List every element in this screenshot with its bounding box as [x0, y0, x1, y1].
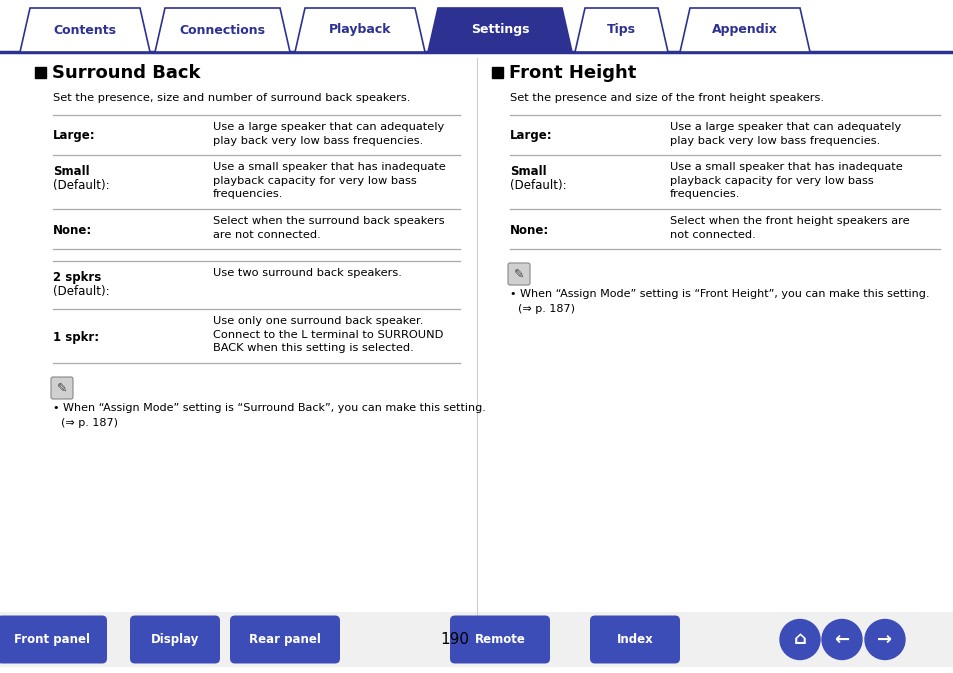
Text: (Default):: (Default):	[510, 179, 566, 192]
Text: ⌂: ⌂	[793, 631, 805, 649]
FancyBboxPatch shape	[51, 377, 73, 399]
Text: Small: Small	[53, 165, 90, 178]
Polygon shape	[154, 8, 290, 52]
Polygon shape	[20, 8, 150, 52]
Bar	[35, 67, 46, 78]
Text: Display: Display	[151, 633, 199, 646]
Text: Front Height: Front Height	[509, 63, 636, 81]
Text: Rear panel: Rear panel	[249, 633, 320, 646]
FancyBboxPatch shape	[130, 616, 220, 664]
Text: Use a large speaker that can adequately
play back very low bass frequencies.: Use a large speaker that can adequately …	[213, 122, 444, 145]
Text: Large:: Large:	[510, 129, 552, 143]
Polygon shape	[294, 8, 424, 52]
FancyBboxPatch shape	[230, 616, 339, 664]
Text: Playback: Playback	[329, 24, 391, 36]
Text: Front panel: Front panel	[14, 633, 90, 646]
Text: 2 spkrs: 2 spkrs	[53, 271, 101, 284]
Text: • When “Assign Mode” setting is “Surround Back”, you can make this setting.: • When “Assign Mode” setting is “Surroun…	[53, 403, 485, 413]
Polygon shape	[428, 8, 572, 52]
Text: Use a large speaker that can adequately
play back very low bass frequencies.: Use a large speaker that can adequately …	[669, 122, 901, 145]
Text: Large:: Large:	[53, 129, 95, 143]
Text: (Default):: (Default):	[53, 179, 110, 192]
Text: Select when the front height speakers are
not connected.: Select when the front height speakers ar…	[669, 216, 908, 240]
Text: (Default):: (Default):	[53, 285, 110, 298]
FancyBboxPatch shape	[589, 616, 679, 664]
Text: 1 spkr:: 1 spkr:	[53, 330, 99, 343]
Text: None:: None:	[510, 223, 549, 236]
Circle shape	[821, 620, 862, 660]
Text: Surround Back: Surround Back	[52, 63, 200, 81]
Text: Use two surround back speakers.: Use two surround back speakers.	[213, 268, 401, 278]
Text: →: →	[877, 631, 892, 649]
Text: None:: None:	[53, 223, 92, 236]
Text: Remote: Remote	[474, 633, 525, 646]
FancyBboxPatch shape	[450, 616, 550, 664]
Circle shape	[864, 620, 904, 660]
Text: Set the presence and size of the front height speakers.: Set the presence and size of the front h…	[510, 93, 823, 103]
Polygon shape	[575, 8, 667, 52]
Text: ✎: ✎	[56, 382, 67, 394]
Text: Contents: Contents	[53, 24, 116, 36]
Text: 190: 190	[440, 632, 469, 647]
Bar	[492, 67, 502, 78]
Text: (⇒ p. 187): (⇒ p. 187)	[517, 304, 575, 314]
Text: Settings: Settings	[470, 24, 529, 36]
FancyBboxPatch shape	[507, 263, 530, 285]
Text: Use a small speaker that has inadequate
playback capacity for very low bass
freq: Use a small speaker that has inadequate …	[213, 162, 445, 199]
Text: • When “Assign Mode” setting is “Front Height”, you can make this setting.: • When “Assign Mode” setting is “Front H…	[510, 289, 928, 299]
Text: Small: Small	[510, 165, 546, 178]
Circle shape	[780, 620, 820, 660]
Text: (⇒ p. 187): (⇒ p. 187)	[61, 418, 118, 428]
Polygon shape	[679, 8, 809, 52]
Text: ←: ←	[834, 631, 849, 649]
Text: Tips: Tips	[606, 24, 636, 36]
Text: Connections: Connections	[179, 24, 265, 36]
Text: Appendix: Appendix	[711, 24, 777, 36]
Text: ✎: ✎	[514, 267, 524, 281]
Text: Use only one surround back speaker.
Connect to the L terminal to SURROUND
BACK w: Use only one surround back speaker. Conn…	[213, 316, 443, 353]
FancyBboxPatch shape	[0, 616, 107, 664]
Bar	[0, 612, 953, 667]
Text: Set the presence, size and number of surround back speakers.: Set the presence, size and number of sur…	[53, 93, 410, 103]
Text: Use a small speaker that has inadequate
playback capacity for very low bass
freq: Use a small speaker that has inadequate …	[669, 162, 902, 199]
Text: Index: Index	[616, 633, 653, 646]
Text: Select when the surround back speakers
are not connected.: Select when the surround back speakers a…	[213, 216, 444, 240]
